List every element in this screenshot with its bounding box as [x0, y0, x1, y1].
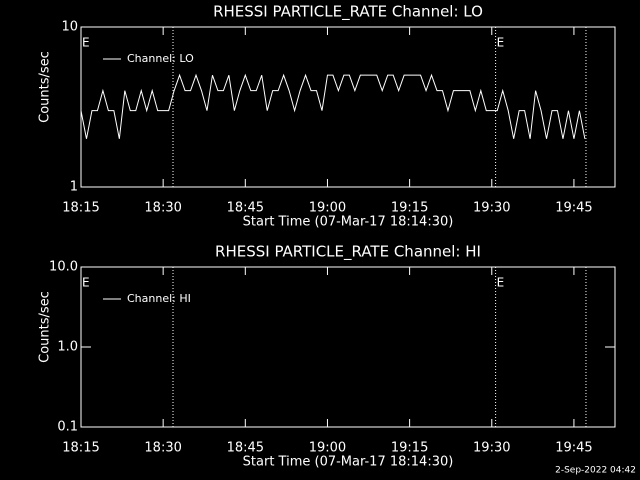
x-tick-label: 18:15: [62, 441, 99, 456]
x-tick-label: 19:30: [473, 201, 510, 216]
y-axis-title: Counts/sec: [38, 291, 53, 363]
y-tick-label: 10: [61, 20, 78, 35]
chart-title: RHESSI PARTICLE_RATE Channel: HI: [215, 243, 481, 262]
y-tick-label: 10.0: [49, 260, 78, 275]
y-axis-title: Counts/sec: [38, 51, 53, 123]
x-axis-title: Start Time (07-Mar-17 18:14:30): [243, 455, 454, 470]
x-tick-label: 19:45: [555, 441, 592, 456]
y-tick-label: 1.0: [57, 340, 78, 355]
plot-frame: [80, 26, 616, 188]
data-line: [80, 73, 586, 139]
legend-label: Channel: LO: [127, 52, 194, 65]
x-tick-label: 19:15: [391, 441, 428, 456]
x-tick-label: 18:45: [227, 441, 264, 456]
legend-label: Channel: HI: [127, 292, 191, 305]
footer: 2-Sep-2022 04:42: [555, 466, 636, 476]
x-tick-label: 18:30: [144, 201, 181, 216]
plot-frame: [80, 266, 616, 428]
x-tick-label: 19:30: [473, 441, 510, 456]
annotation: E: [497, 36, 505, 50]
x-axis-title: Start Time (07-Mar-17 18:14:30): [243, 215, 454, 230]
annotation: E: [82, 36, 90, 50]
x-tick-label: 19:15: [391, 201, 428, 216]
x-tick-label: 19:45: [555, 201, 592, 216]
annotation: E: [497, 276, 505, 290]
annotation: E: [82, 276, 90, 290]
chart-title: RHESSI PARTICLE_RATE Channel: LO: [213, 3, 483, 22]
x-tick-label: 19:00: [309, 441, 346, 456]
x-tick-label: 18:45: [227, 201, 264, 216]
x-tick-label: 18:15: [62, 201, 99, 216]
x-tick-label: 18:30: [144, 441, 181, 456]
x-tick-label: 19:00: [309, 201, 346, 216]
y-tick-label: 0.1: [57, 420, 78, 435]
y-tick-label: 1: [70, 180, 78, 195]
